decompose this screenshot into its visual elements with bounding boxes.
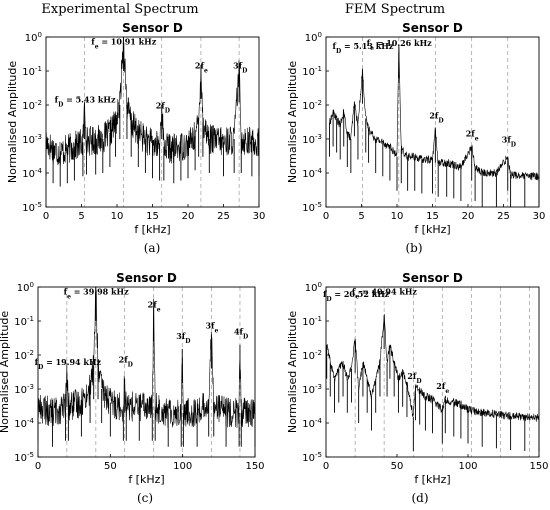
x-tick-label: 30 — [533, 211, 546, 222]
plot-frame — [325, 286, 540, 458]
peak-annotation: 3fD — [233, 60, 247, 74]
column-title-experimental: Experimental Spectrum — [41, 2, 198, 17]
x-tick-label: 15 — [426, 211, 439, 222]
y-tick-label: 10-3 — [22, 133, 42, 146]
y-tick-label: 10-4 — [22, 167, 42, 180]
chart-title: Sensor D — [402, 21, 463, 35]
x-tick-label: 10 — [391, 211, 404, 222]
x-tick-label: 0 — [43, 211, 49, 222]
chart-title: Sensor D — [116, 271, 177, 285]
panel-caption-d: (d) — [411, 491, 428, 505]
y-tick-label: 10-1 — [22, 65, 42, 78]
x-tick-label: 100 — [458, 461, 477, 472]
x-tick-label: 0 — [35, 461, 41, 472]
plot-frame — [37, 286, 256, 458]
chart-title: Sensor D — [402, 271, 463, 285]
y-tick-label: 100 — [25, 31, 42, 44]
peak-annotation: 3fe — [205, 321, 218, 335]
peak-annotation: 2fD — [429, 111, 443, 125]
y-tick-label: 10-2 — [14, 349, 34, 362]
x-tick-label: 20 — [182, 211, 195, 222]
x-tick-label: 30 — [253, 211, 266, 222]
spectrum-line — [326, 314, 540, 422]
x-tick-label: 150 — [529, 461, 548, 472]
x-tick-label: 150 — [245, 461, 264, 472]
chart-panel: Sensor D 0 5 10 15 20 25 30 10-5 10-4 10-3 10-2 10-1… — [6, 21, 265, 236]
peak-annotation: fD = 19.94 kHz — [35, 357, 102, 371]
x-tick-label: 0 — [323, 461, 329, 472]
peak-annotation: 2fe — [436, 381, 449, 395]
y-axis-label: Normalised Amplitude — [286, 311, 299, 433]
x-tick-label: 25 — [497, 211, 510, 222]
chart-title: Sensor D — [122, 21, 183, 35]
peak-annotation: fe = 40.94 kHz — [352, 287, 417, 301]
x-tick-label: 0 — [323, 211, 329, 222]
x-tick-label: 5 — [78, 211, 84, 222]
y-tick-label: 10-2 — [302, 99, 322, 112]
plot-frame — [45, 36, 260, 208]
y-tick-label: 10-4 — [14, 417, 34, 430]
y-axis-label: Normalised Amplitude — [6, 61, 19, 183]
y-tick-label: 100 — [17, 281, 34, 294]
x-tick-label: 25 — [217, 211, 230, 222]
peak-annotation: fD = 20.52 kHz — [323, 289, 390, 303]
x-tick-label: 15 — [146, 211, 159, 222]
peak-annotation: 3fD — [176, 331, 190, 345]
peak-annotation: 2fe — [148, 299, 161, 313]
y-tick-label: 10-1 — [302, 65, 322, 78]
y-tick-label: 10-2 — [22, 99, 42, 112]
y-axis-label: Normalised Amplitude — [286, 61, 299, 183]
peak-annotation: 2fD — [119, 355, 133, 369]
peak-annotation: fe = 10.26 kHz — [367, 38, 432, 52]
y-tick-label: 10-3 — [302, 383, 322, 396]
y-tick-label: 10-4 — [302, 417, 322, 430]
x-tick-label: 5 — [358, 211, 364, 222]
x-axis-label: f [kHz] — [414, 473, 450, 486]
x-tick-label: 100 — [173, 461, 192, 472]
peak-annotation: 3fD — [502, 134, 516, 148]
x-axis-label: f [kHz] — [414, 223, 450, 236]
chart-panel: Sensor D 0 50 100 150 10-5 10-4 10-3 10-2 10-1 100… — [0, 271, 265, 486]
y-tick-label: 100 — [305, 31, 322, 44]
y-axis-label: Normalised Amplitude — [0, 311, 11, 433]
panel-caption-c: (c) — [137, 491, 153, 505]
y-tick-label: 10-3 — [14, 383, 34, 396]
x-tick-label: 50 — [104, 461, 117, 472]
y-tick-label: 10-5 — [22, 201, 42, 214]
column-title-fem: FEM Spectrum — [345, 2, 445, 17]
y-tick-label: 10-1 — [302, 315, 322, 328]
y-tick-label: 10-4 — [302, 167, 322, 180]
chart-panel: Sensor D 0 50 100 150 10-5 10-4 10-3 10-2 10-1 100… — [286, 271, 549, 486]
peak-annotation: fe = 39.98 kHz — [64, 287, 129, 301]
y-tick-label: 10-5 — [302, 201, 322, 214]
x-axis-label: f [kHz] — [134, 223, 170, 236]
peak-annotation: 2fe — [466, 128, 479, 142]
panel-caption-b: (b) — [405, 241, 422, 255]
peak-annotation: 2fD — [407, 371, 421, 385]
peak-annotation: fD = 5.43 kHz — [55, 94, 116, 108]
peak-annotation: fD = 5.13 kHz — [333, 41, 394, 55]
spectrum-line — [329, 47, 540, 181]
y-tick-label: 10-5 — [14, 451, 34, 464]
y-tick-label: 10-3 — [302, 133, 322, 146]
panel-caption-a: (a) — [144, 241, 161, 255]
peak-annotation: 4fD — [234, 327, 248, 341]
x-tick-label: 10 — [111, 211, 124, 222]
peak-annotation: 2fD — [156, 100, 170, 114]
chart-panel: Sensor D 0 5 10 15 20 25 30 10-5 10-4 10-3 10-2 10-1… — [286, 21, 545, 236]
x-tick-label: 50 — [391, 461, 404, 472]
peak-annotation: fe = 10.91 kHz — [91, 37, 156, 51]
y-tick-label: 10-1 — [14, 315, 34, 328]
spectrum-line — [37, 286, 256, 428]
y-tick-label: 10-2 — [302, 349, 322, 362]
x-axis-label: f [kHz] — [128, 473, 164, 486]
y-tick-label: 10-5 — [302, 451, 322, 464]
x-tick-label: 20 — [462, 211, 475, 222]
y-tick-label: 100 — [305, 281, 322, 294]
peak-annotation: 2fe — [195, 60, 208, 74]
